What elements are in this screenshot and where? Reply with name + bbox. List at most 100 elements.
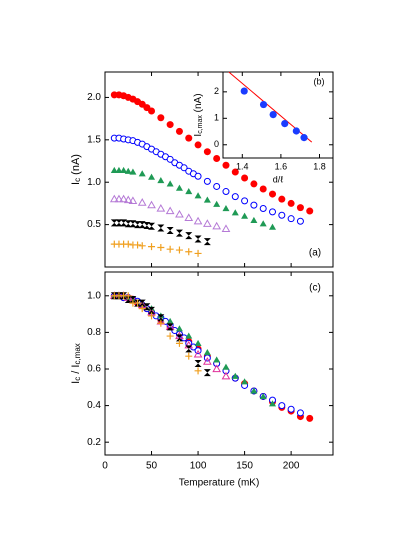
data-point [300,134,308,142]
data-point [175,339,183,347]
data-point [185,345,193,353]
x-tick-label: 150 [236,461,253,472]
label-subscript: c [73,377,82,381]
data-point [194,141,202,149]
y-axis-label: Ic (nA) [70,154,82,185]
data-point [231,168,239,176]
data-point [124,240,132,248]
data-point [296,409,304,417]
data-point [194,172,202,180]
data-point [203,369,211,377]
data-point [296,204,304,212]
data-point [110,219,118,227]
data-point [194,367,202,375]
x-tick-label: 100 [190,461,207,472]
data-point [203,238,211,246]
label-subscript: c,max [197,115,204,134]
data-point [269,190,277,198]
y-tick-label: 0.6 [87,364,101,375]
data-point [166,155,174,163]
data-point [221,371,231,380]
data-point [129,168,137,175]
data-point [147,200,156,209]
data-point [129,295,137,303]
y-tick-label: 0.4 [87,400,101,411]
y-axis-label: Ic,max (nA) [193,93,204,136]
data-point [269,400,277,407]
data-point [193,216,203,225]
data-point [166,227,174,235]
y-axis-label: Ic / Ic,max [70,343,82,384]
data-point [148,312,156,320]
data-point [157,244,165,251]
label-text: (nA) [193,93,204,115]
data-point [157,177,165,184]
data-point [259,205,267,212]
data-point [222,363,230,370]
y-tick-label: 0.2 [87,437,101,448]
data-point [134,299,142,307]
data-point [259,392,267,400]
x-tick-label: 0 [102,461,108,472]
data-point [175,229,183,237]
y-tick-label: 1 [214,113,219,123]
y-tick-label: 2 [214,86,219,96]
data-point [250,387,258,394]
data-point [287,215,295,223]
data-point [166,245,174,253]
data-point [166,121,174,129]
data-point [137,198,147,206]
plot-frame [222,71,334,159]
data-point [175,184,183,191]
data-point [193,349,203,358]
data-point [306,414,314,422]
data-point [138,221,146,229]
data-point [148,306,156,314]
y-tick-label: 0.5 [87,219,101,230]
x-axis-label: Temperature (mK) [179,478,260,489]
data-point [148,222,156,230]
data-point [241,197,249,205]
y-tick-label: 1.0 [87,177,101,188]
data-point [120,219,128,227]
data-point [241,378,249,385]
x-tick-label: 1.4 [236,161,249,171]
data-point [114,194,124,203]
data-point [185,232,193,240]
x-tick-label: 200 [283,461,300,472]
data-point [124,167,132,174]
data-point [213,356,221,363]
data-point [231,209,239,216]
data-point [119,194,128,203]
data-point [194,339,202,346]
data-point [148,173,156,180]
y-tick-label: 0 [214,139,219,149]
data-point [128,196,138,204]
data-point [138,305,146,313]
data-point [157,114,165,122]
data-point [287,199,295,207]
data-point [222,161,230,169]
data-point [203,349,211,356]
data-point [175,127,183,135]
data-point [123,195,133,204]
data-point [157,319,165,327]
data-point [269,111,277,119]
data-point [157,224,165,232]
data-point [124,292,132,300]
data-point [194,249,202,257]
data-point [156,203,166,212]
data-point [278,195,286,203]
data-point [129,220,137,228]
data-point [138,242,146,250]
data-point [212,221,222,230]
data-point [185,332,193,339]
data-point [134,241,142,249]
data-point [240,87,248,95]
panel-label: (c) [309,283,321,294]
data-point [110,166,118,173]
data-point [269,223,277,230]
data-point [259,185,267,193]
x-tick-label: 1.6 [275,161,288,171]
data-point [124,220,132,228]
